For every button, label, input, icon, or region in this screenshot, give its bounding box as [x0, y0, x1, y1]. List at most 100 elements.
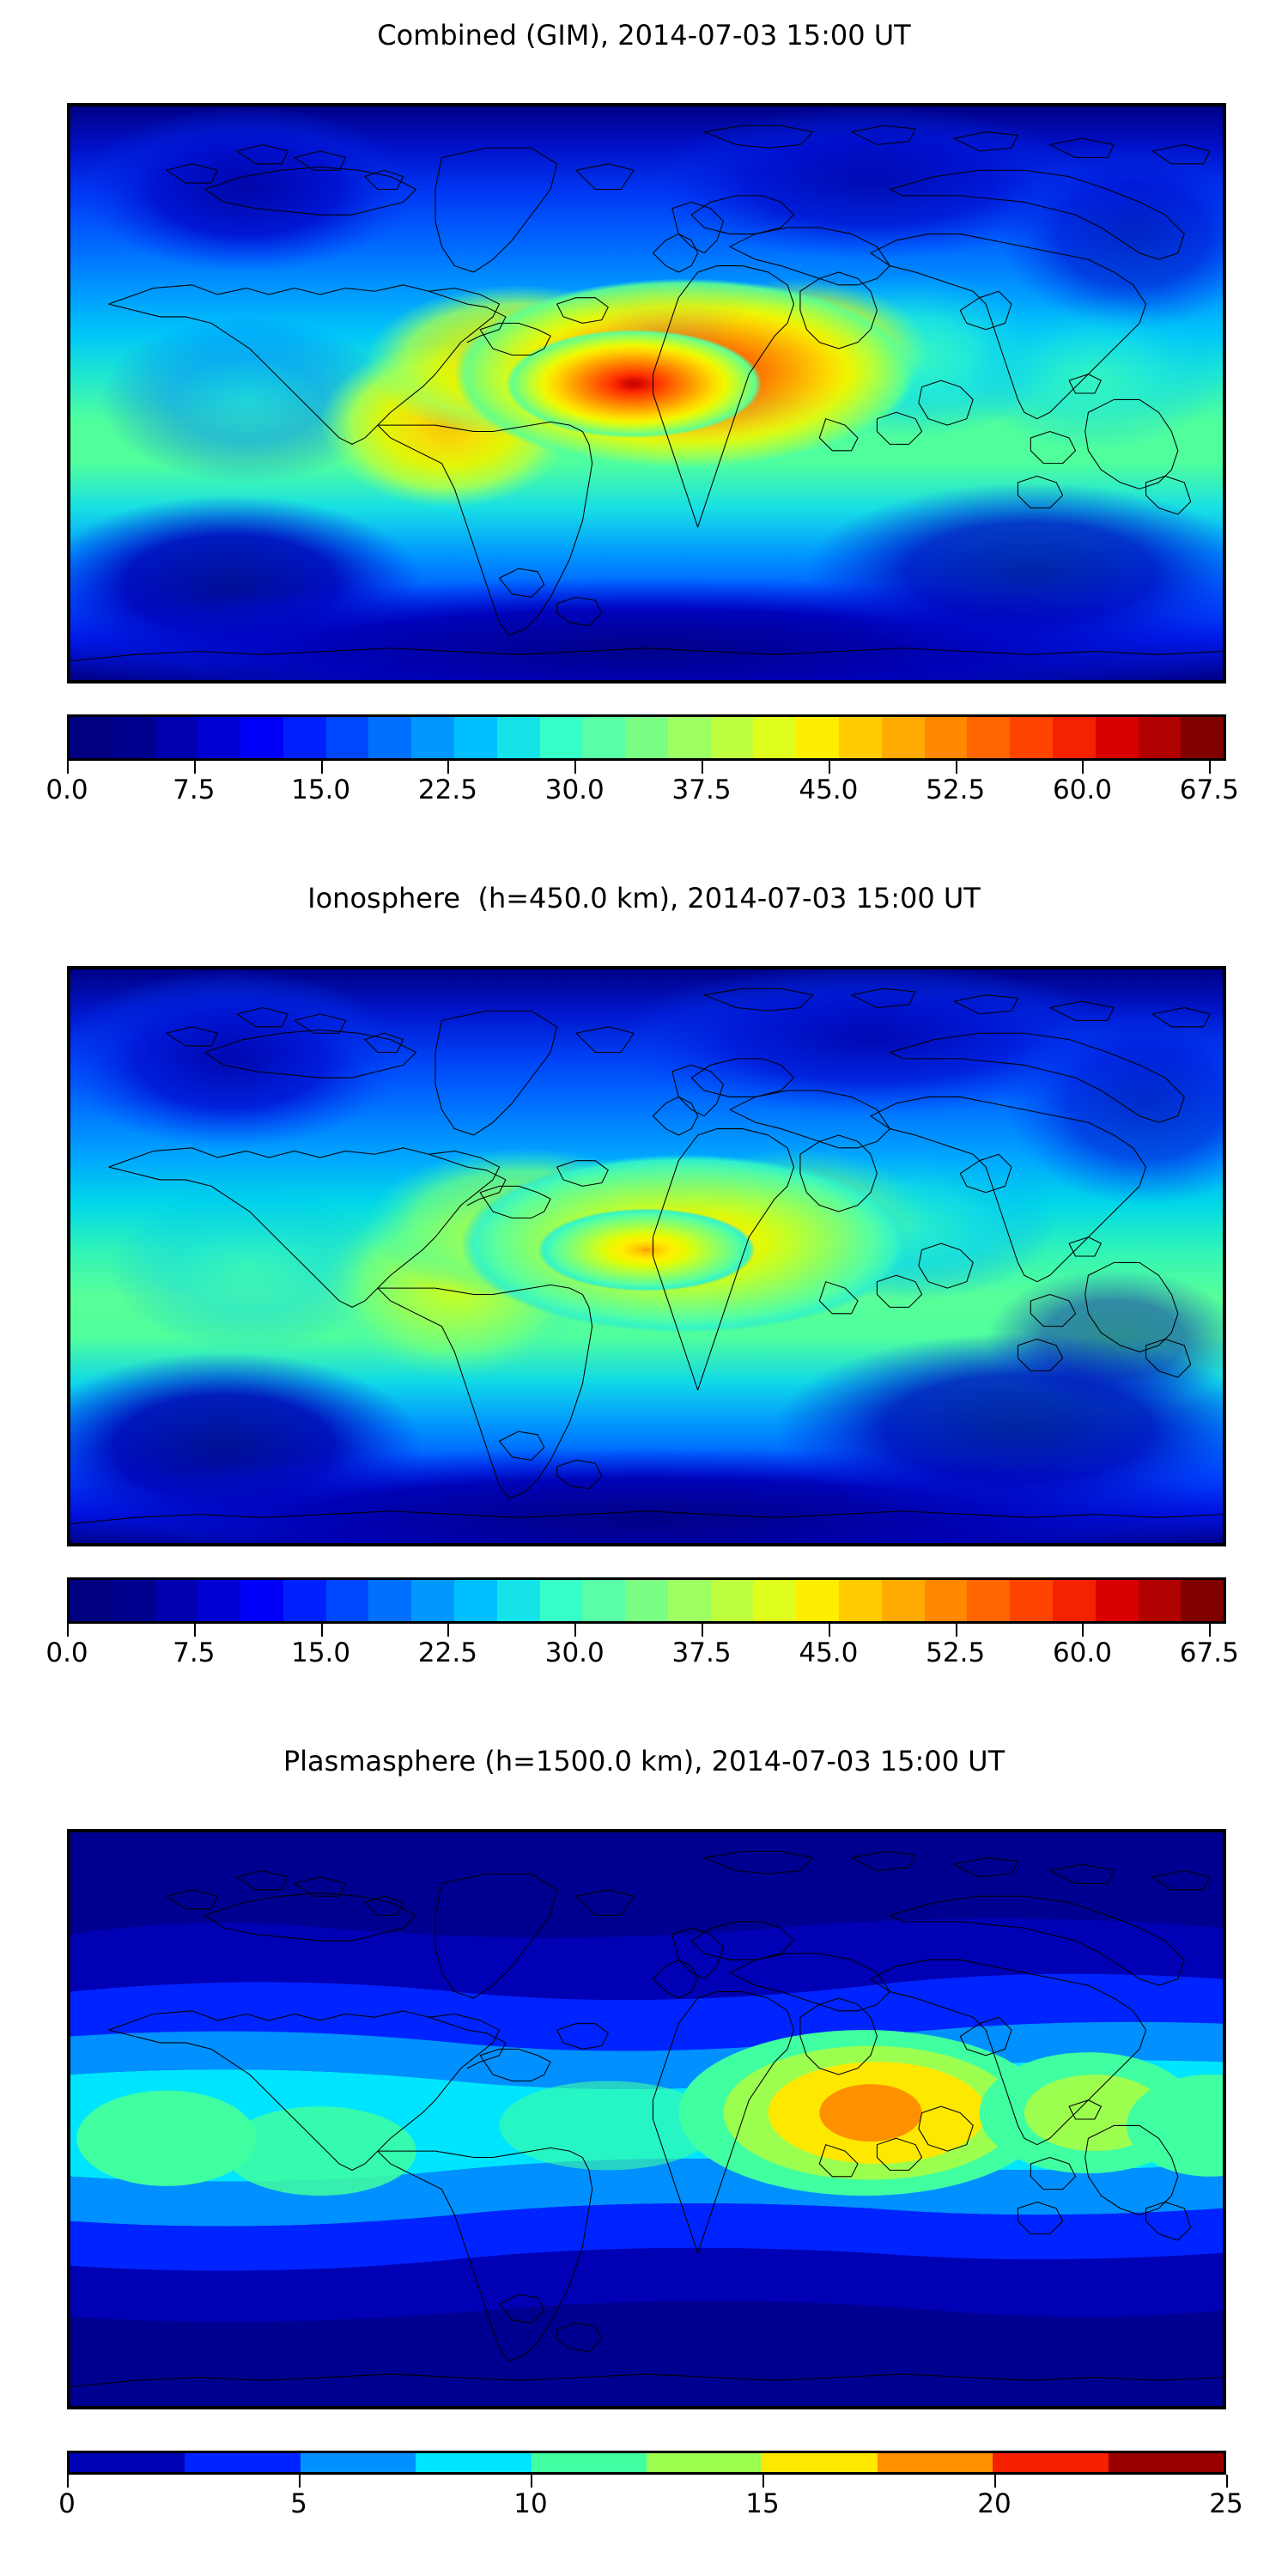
- colorbar-tick-label: 30.0: [544, 775, 605, 805]
- map-axes-combined-gim: [67, 103, 1226, 683]
- colorbar-tick-label: 15.0: [291, 1637, 351, 1668]
- colorbar-swatch: [582, 1580, 626, 1621]
- colorbar-swatch: [1108, 2453, 1224, 2472]
- colorbar-tick-label: 45.0: [799, 1637, 859, 1668]
- panel-combined-gim: Combined (GIM), 2014-07-03 15:00 UT: [0, 0, 1288, 867]
- colorbar-tick-label: 45.0: [799, 775, 859, 805]
- colorbar-tick-label: 10: [513, 2488, 548, 2519]
- colorbar-swatch: [753, 717, 797, 758]
- colorbar-tick: [320, 761, 323, 774]
- colorbar-ionosphere[interactable]: [67, 1577, 1226, 1624]
- colorbar-swatch: [112, 717, 155, 758]
- colorbar-swatch: [1095, 717, 1139, 758]
- colorbar-swatch: [753, 1580, 797, 1621]
- colorbar-swatch: [70, 1580, 112, 1621]
- colorbar-swatch: [283, 1580, 326, 1621]
- colorbar-swatch: [1052, 1580, 1096, 1621]
- colorbar-swatch: [625, 1580, 668, 1621]
- colorbar-tick-label: 20: [977, 2488, 1012, 2519]
- colorbar-tick-label: 52.5: [926, 1637, 986, 1668]
- map-inner-ionosphere: [70, 969, 1223, 1543]
- colorbar-swatch: [185, 2453, 301, 2472]
- colorbar-swatch: [1052, 717, 1096, 758]
- colorbar-plasmasphere[interactable]: [67, 2451, 1226, 2475]
- colorbar-tick: [67, 2475, 69, 2488]
- colorbar-tick: [1226, 2475, 1228, 2488]
- map-inner-plasmasphere: [70, 1832, 1223, 2406]
- colorbar-tick-label: 0: [58, 2488, 76, 2519]
- colorbar-tick-label: 25: [1209, 2488, 1243, 2519]
- colorbar-swatch: [1181, 1580, 1224, 1621]
- colorbar-swatch: [839, 1580, 882, 1621]
- colorbar-swatch: [993, 2453, 1109, 2472]
- colorbar-swatch: [667, 1580, 711, 1621]
- colorbar-swatch: [496, 717, 540, 758]
- colorbar-swatch: [796, 717, 840, 758]
- colorbar-labels-plasmasphere: 0 5 10 15 20 25: [58, 2488, 1243, 2528]
- colorbar-swatch: [539, 1580, 583, 1621]
- colorbar-tick: [1209, 761, 1212, 774]
- colorbar-swatch: [240, 717, 283, 758]
- colorbar-tick-label: 7.5: [173, 1637, 216, 1668]
- map-axes-ionosphere: [67, 966, 1226, 1546]
- colorbar-swatch: [877, 2453, 993, 2472]
- panel-title-ionosphere: Ionosphere (h=450.0 km), 2014-07-03 15:0…: [307, 882, 981, 914]
- colorbar-tick-label: 30.0: [544, 1637, 605, 1668]
- colorbar-tick: [67, 761, 69, 774]
- colorbar-swatch: [112, 1580, 155, 1621]
- panel-title-combined-gim: Combined (GIM), 2014-07-03 15:00 UT: [377, 19, 911, 52]
- colorbar-swatch: [625, 717, 668, 758]
- colorbar-tick-label: 0.0: [46, 775, 88, 805]
- colorbar-tick: [299, 2475, 301, 2488]
- tec-field-plasmasphere: [70, 1832, 1223, 2406]
- colorbar-swatch: [325, 717, 369, 758]
- colorbar-swatch: [155, 1580, 198, 1621]
- colorbar-swatch: [368, 1580, 412, 1621]
- colorbar-swatch: [70, 717, 112, 758]
- colorbar-swatch: [1181, 717, 1224, 758]
- colorbar-tick-label: 37.5: [671, 775, 732, 805]
- colorbar-swatch: [881, 1580, 925, 1621]
- colorbar-tick: [762, 2475, 764, 2488]
- colorbar-swatch: [647, 2453, 762, 2472]
- colorbar-swatch: [155, 717, 198, 758]
- colorbar-combined-gim[interactable]: [67, 714, 1226, 761]
- colorbar-swatch: [411, 1580, 455, 1621]
- colorbar-swatch: [240, 1580, 283, 1621]
- colorbar-tick-label: 15.0: [291, 775, 351, 805]
- panel-plasmasphere: Plasmasphere (h=1500.0 km), 2014-07-03 1…: [0, 1726, 1288, 2576]
- colorbar-tick-label: 15: [745, 2488, 780, 2519]
- colorbar-labels-combined-gim: 0.0 7.5 15.0 22.5 30.0 37.5 45.0 52.5 60.0 67.5: [46, 775, 1238, 814]
- colorbar-wrap-plasmasphere: 0 5 10 15 20 25: [58, 2451, 1243, 2528]
- colorbar-wrap-ionosphere: 0.0 7.5 15.0 22.5 30.0 37.5 45.0 52.5 60.0 67.5: [46, 1577, 1239, 1677]
- colorbar-swatch: [710, 717, 754, 758]
- colorbar-tick: [447, 1624, 450, 1637]
- colorbar-swatch: [539, 717, 583, 758]
- colorbar-tick: [1209, 1624, 1212, 1637]
- colorbar-swatch: [70, 2453, 185, 2472]
- colorbar-tick-label: 52.5: [926, 775, 986, 805]
- colorbar-tick: [531, 2475, 532, 2488]
- tec-field-ionosphere: [70, 969, 1223, 1543]
- colorbar-tick: [702, 761, 704, 774]
- colorbar-swatch: [496, 1580, 540, 1621]
- colorbar-swatch: [762, 2453, 878, 2472]
- colorbar-swatch: [1010, 1580, 1053, 1621]
- map-axes-plasmasphere: [67, 1829, 1226, 2409]
- colorbar-tick: [574, 761, 577, 774]
- colorbar-tick: [574, 1624, 577, 1637]
- colorbar-tick: [193, 761, 196, 774]
- colorbar-swatch: [667, 717, 711, 758]
- map-inner-combined-gim: [70, 106, 1223, 680]
- colorbar-ticks-ionosphere: [67, 1624, 1226, 1637]
- colorbar-wrap-combined-gim: 0.0 7.5 15.0 22.5 30.0 37.5 45.0 52.5 60.0 67.5: [46, 714, 1239, 814]
- colorbar-tick-label: 60.0: [1052, 1637, 1112, 1668]
- colorbar-swatch: [531, 2453, 647, 2472]
- colorbar-swatch: [710, 1580, 754, 1621]
- colorbar-swatch: [839, 717, 882, 758]
- colorbar-tick: [994, 2475, 996, 2488]
- colorbar-swatch: [411, 717, 455, 758]
- colorbar-swatch: [454, 717, 497, 758]
- colorbar-tick-label: 67.5: [1179, 1637, 1239, 1668]
